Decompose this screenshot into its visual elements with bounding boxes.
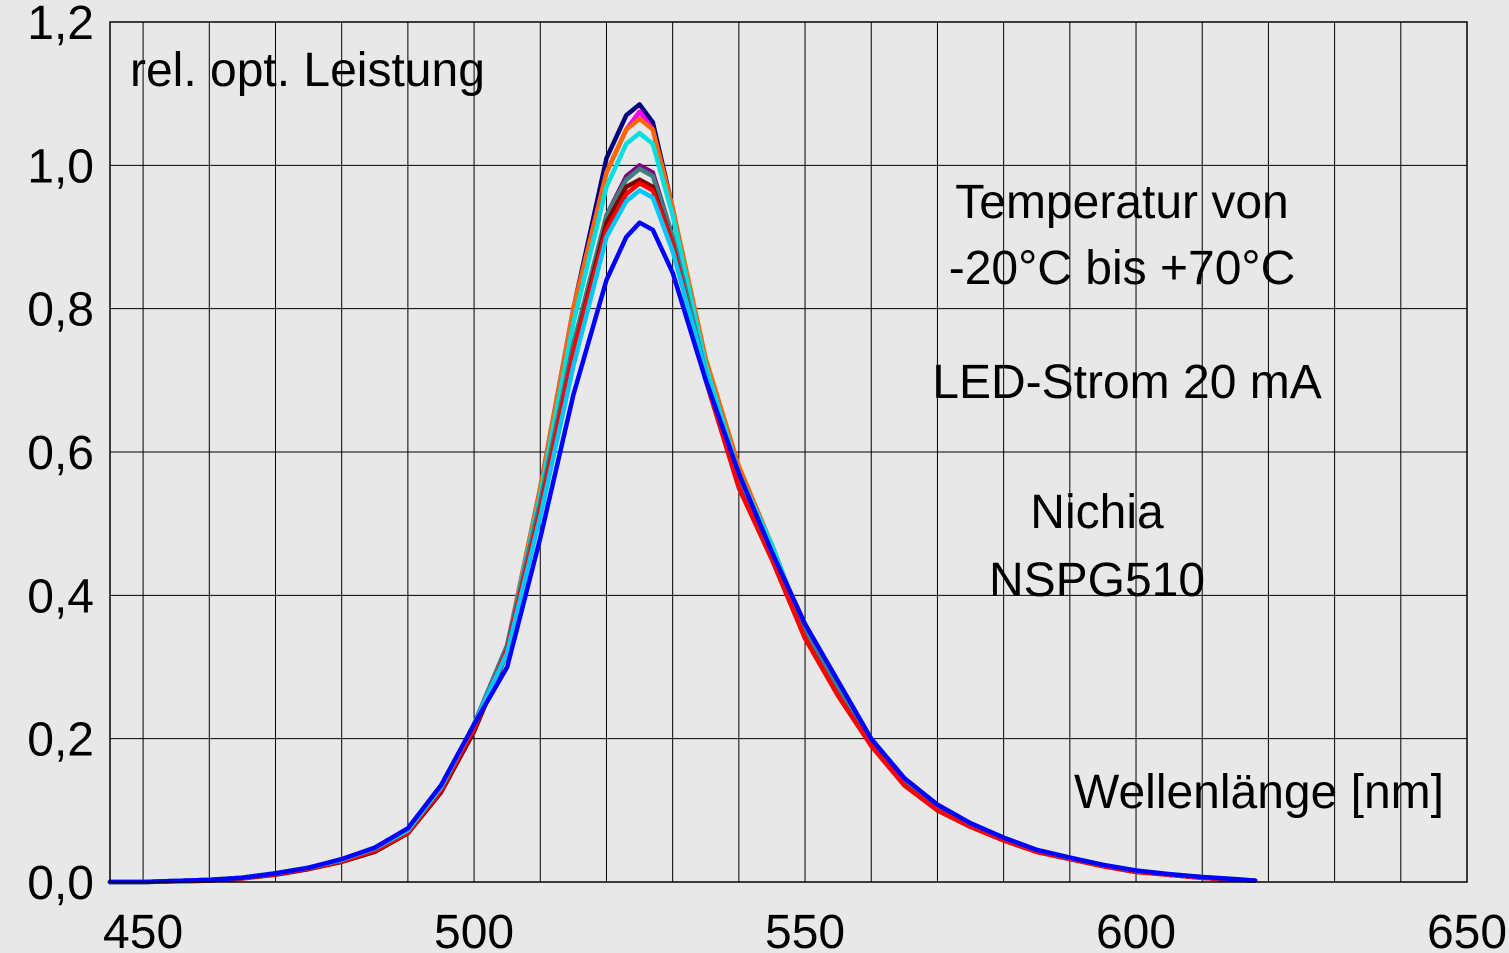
y-tick-label: 0,2 [27,714,94,767]
y-axis-label: rel. opt. Leistung [130,44,485,97]
annotation-maker: Nichia [1030,486,1164,539]
series-line-10 [107,220,1258,885]
y-tick-labels: 0,0 0,2 0,4 0,6 0,8 1,0 1,2 [27,0,94,910]
annotation-current: LED-Strom 20 mA [932,356,1321,409]
y-tick-label: 1,2 [27,0,94,50]
annotation-temperature-line1: Temperatur von [955,176,1289,229]
annotation-temperature-line2: -20°C bis +70°C [949,242,1296,295]
y-tick-label: 0,0 [27,857,94,910]
x-tick-label: 600 [1096,906,1176,953]
x-tick-labels: 450 500 550 600 650 [103,906,1507,953]
y-tick-label: 0,4 [27,570,94,623]
x-tick-label: 550 [765,906,845,953]
x-tick-label: 650 [1427,906,1507,953]
x-tick-label: 450 [103,906,183,953]
series-group [107,102,1258,885]
y-tick-label: 0,6 [27,427,94,480]
x-axis-label: Wellenlänge [nm] [1074,766,1444,819]
plot-frame [109,21,1468,883]
x-tick-label: 500 [434,906,514,953]
y-tick-label: 0,8 [27,284,94,337]
y-tick-label: 1,0 [27,140,94,193]
annotation-model: NSPG510 [989,554,1205,607]
